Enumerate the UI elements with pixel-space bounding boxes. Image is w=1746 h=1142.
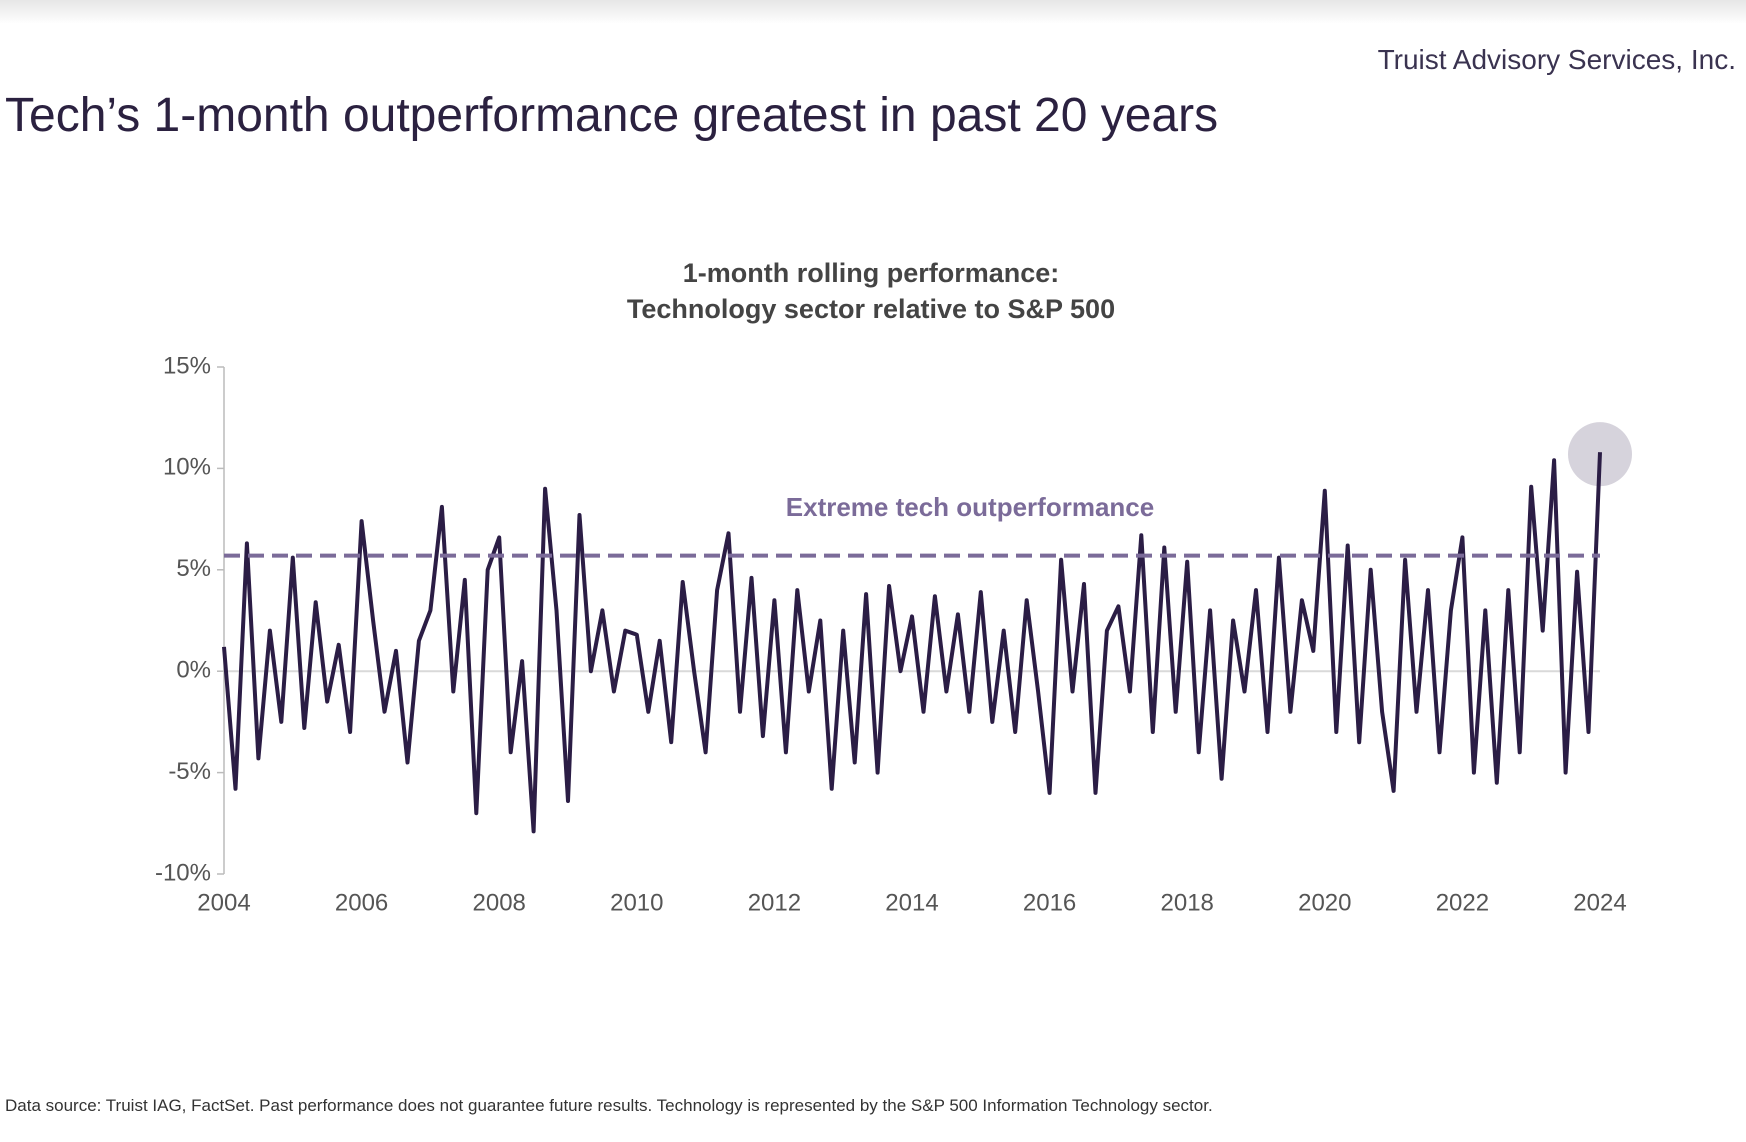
- y-tick-label: 15%: [163, 352, 211, 379]
- page-title: Tech’s 1-month outperformance greatest i…: [5, 89, 1219, 142]
- chart-subtitle: Technology sector relative to S&P 500: [627, 294, 1115, 324]
- x-tick-label: 2016: [1023, 889, 1076, 916]
- y-tick-label: 5%: [176, 555, 211, 582]
- chart-title: 1-month rolling performance:: [683, 258, 1060, 288]
- x-tick-label: 2018: [1161, 889, 1214, 916]
- x-tick-label: 2024: [1573, 889, 1626, 916]
- x-tick-label: 2014: [885, 889, 938, 916]
- x-tick-label: 2022: [1436, 889, 1489, 916]
- y-tick-label: -10%: [155, 859, 211, 886]
- footnote: Data source: Truist IAG, FactSet. Past p…: [5, 1096, 1213, 1115]
- x-tick-label: 2012: [748, 889, 801, 916]
- y-tick-label: 10%: [163, 454, 211, 481]
- top-bar: [0, 0, 1746, 24]
- y-tick-label: -5%: [168, 758, 211, 785]
- annotation: Extreme tech outperformance: [786, 492, 1154, 522]
- x-tick-label: 2006: [335, 889, 388, 916]
- data-line: [222, 452, 1602, 834]
- x-tick-label: 2008: [473, 889, 526, 916]
- x-tick-label: 2020: [1298, 889, 1351, 916]
- y-tick-label: 0%: [176, 657, 211, 684]
- x-tick-label: 2004: [197, 889, 250, 916]
- x-tick-label: 2010: [610, 889, 663, 916]
- company: Truist Advisory Services, Inc.: [1377, 44, 1736, 75]
